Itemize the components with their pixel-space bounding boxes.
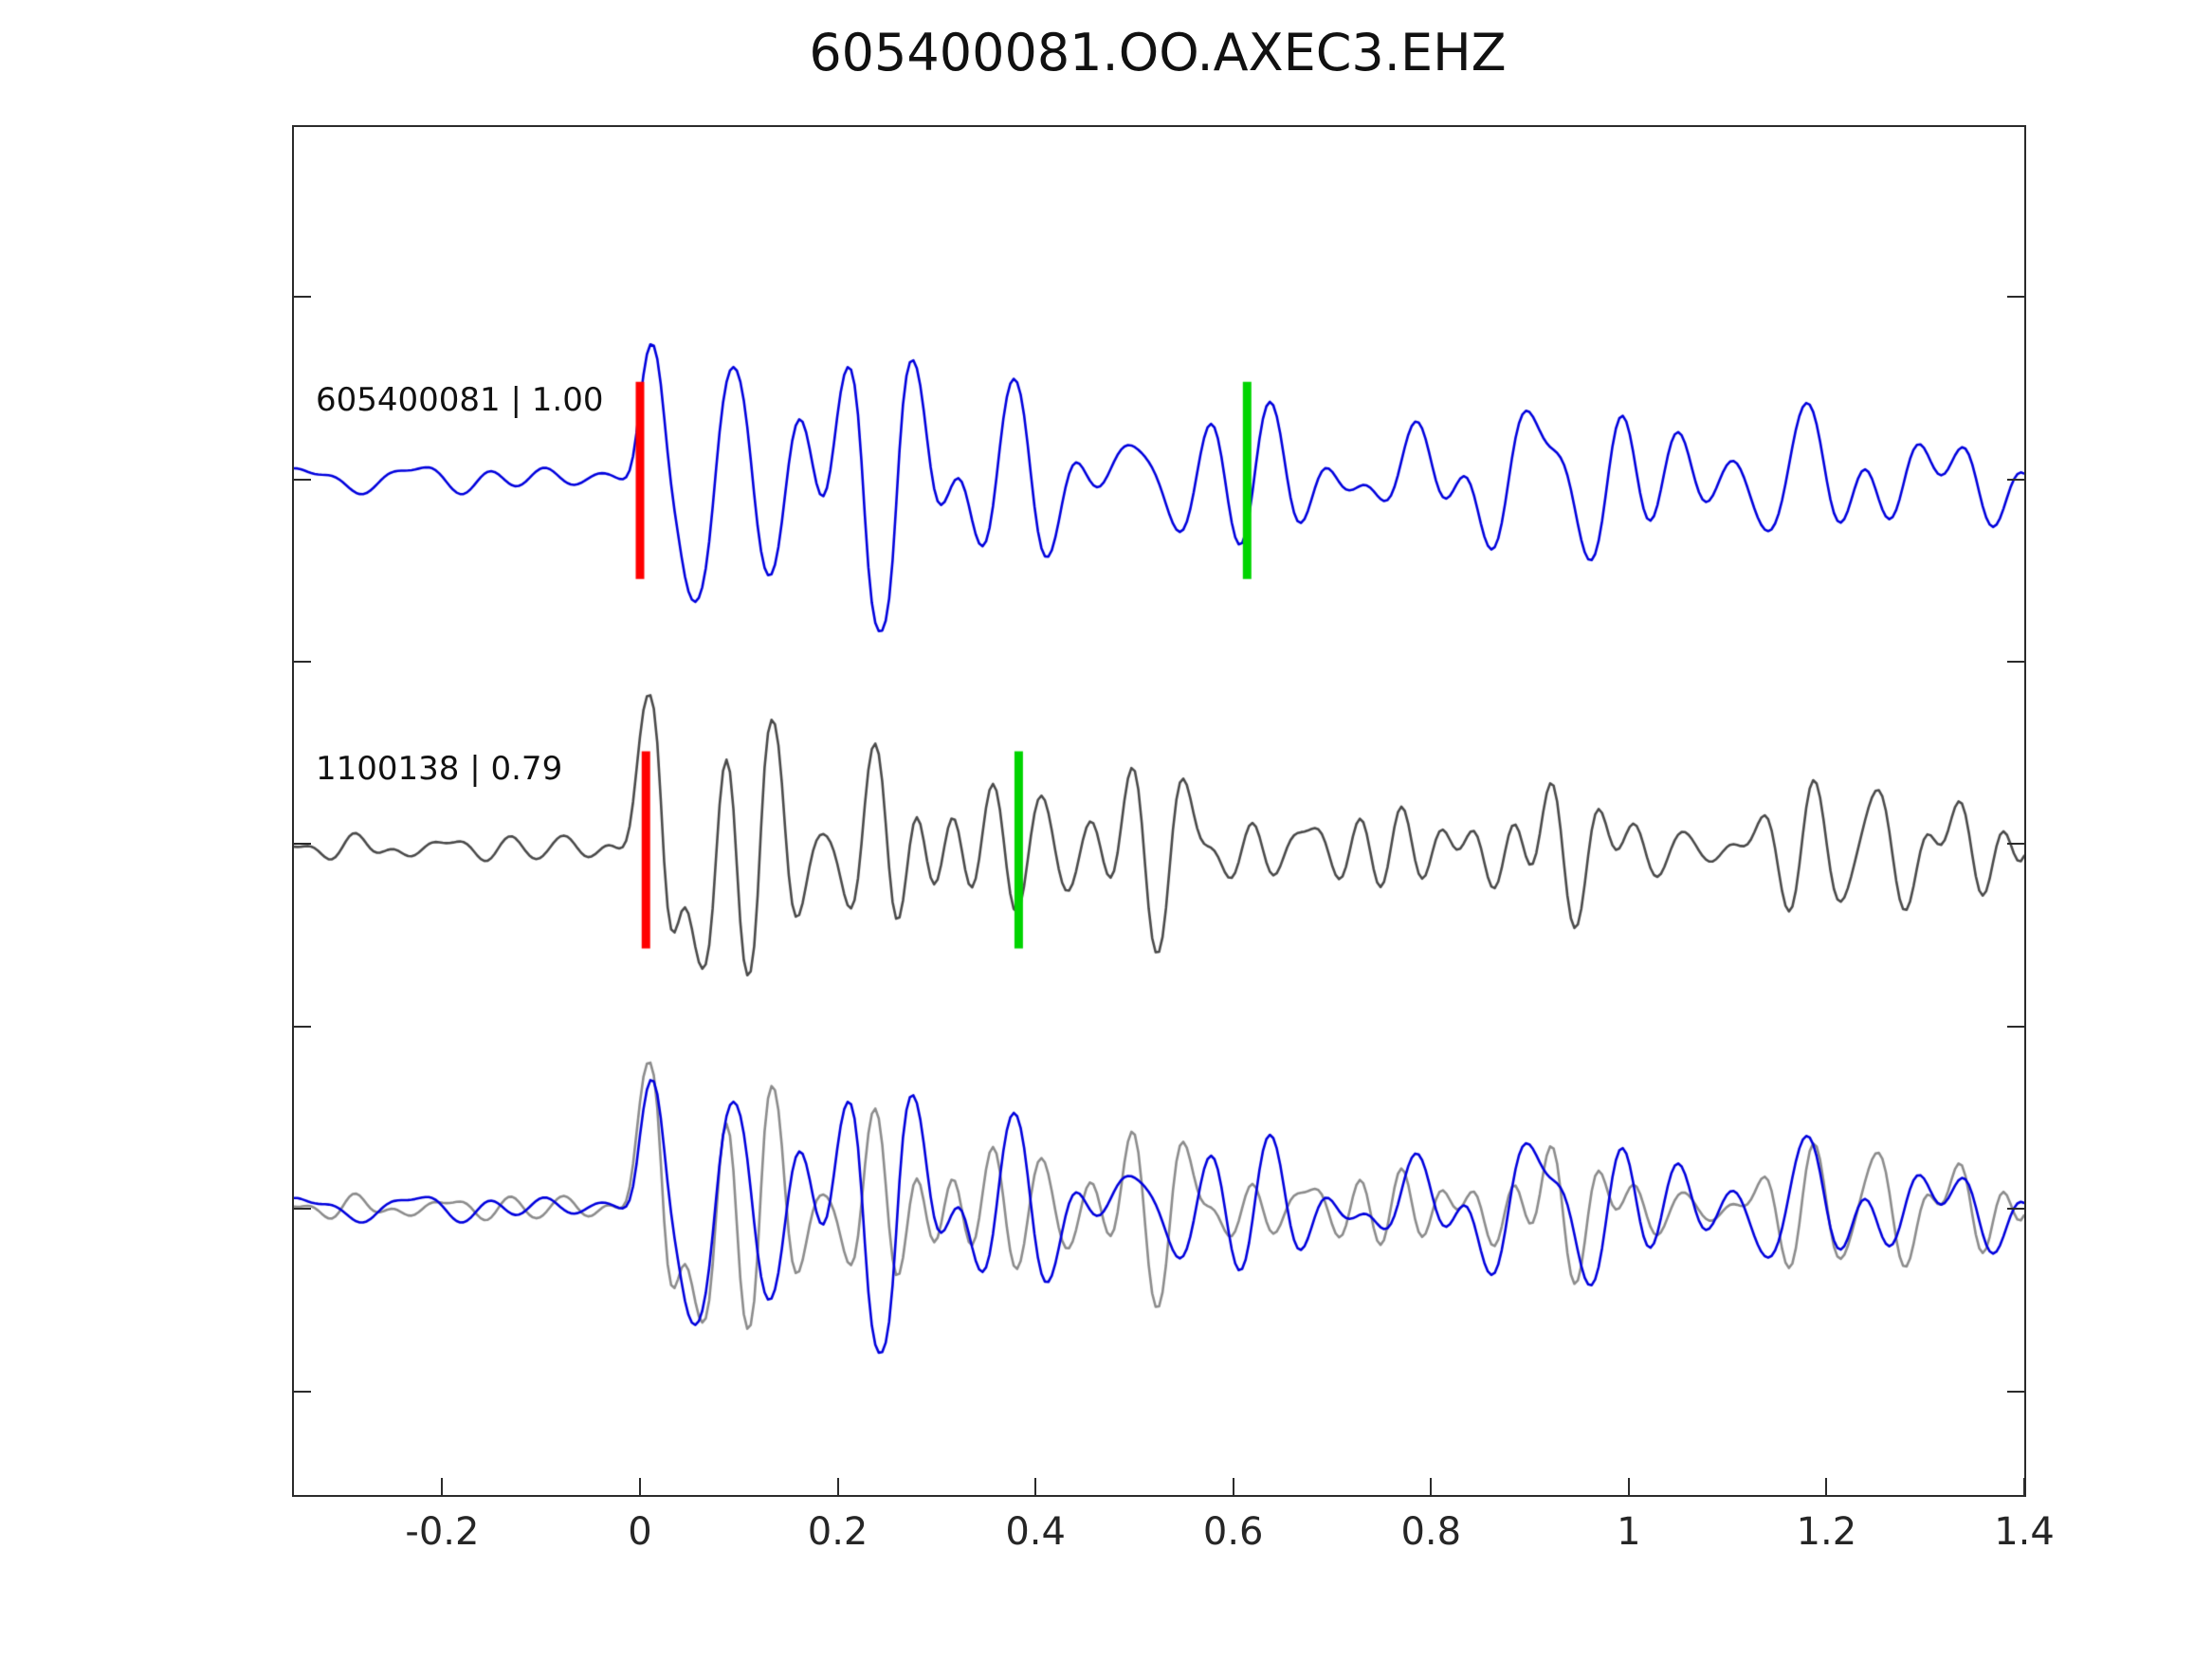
x-axis-tick-label: -0.2 [405, 1510, 480, 1554]
y-axis-tick [294, 661, 311, 664]
x-axis-tick-label: 0 [628, 1510, 652, 1554]
y-axis-tick [294, 1391, 311, 1394]
x-axis-tick-label: 1.2 [1796, 1510, 1857, 1554]
x-axis-tick [441, 1478, 444, 1495]
y-axis-tick [2007, 1025, 2024, 1028]
x-axis-tick [1034, 1478, 1037, 1495]
x-axis-tick [1825, 1478, 1828, 1495]
y-axis-tick [294, 843, 311, 846]
x-axis-tick-label: 1.4 [1994, 1510, 2055, 1554]
chart-title: 605400081.OO.AXEC3.EHZ [809, 23, 1507, 82]
x-axis-tick-label: 1 [1617, 1510, 1641, 1554]
x-axis-tick-label: 0.4 [1005, 1510, 1066, 1554]
y-axis-tick [2007, 478, 2024, 481]
x-axis-tick [1232, 1478, 1234, 1495]
y-axis-tick [2007, 1208, 2024, 1211]
x-axis-tick [1430, 1478, 1433, 1495]
x-axis-tick-label: 0.8 [1400, 1510, 1462, 1554]
y-axis-tick [294, 1208, 311, 1211]
y-axis-tick [294, 295, 311, 298]
x-axis-tick-label: 0.2 [807, 1510, 868, 1554]
y-axis-tick [2007, 1391, 2024, 1394]
x-axis-tick-label: 0.6 [1202, 1510, 1264, 1554]
y-axis-tick [294, 478, 311, 481]
y-axis-tick [2007, 661, 2024, 664]
y-axis-tick [294, 1025, 311, 1028]
x-axis-tick [2023, 1478, 2025, 1495]
plot-area [292, 125, 2026, 1497]
trace-label-detection: 605400081 | 1.00 [316, 380, 604, 419]
trace-label-template: 1100138 | 0.79 [316, 750, 563, 789]
x-axis-tick [639, 1478, 641, 1495]
x-axis-tick [836, 1478, 839, 1495]
y-axis-tick [2007, 295, 2024, 298]
x-axis-tick [1627, 1478, 1630, 1495]
y-axis-tick [2007, 843, 2024, 846]
waveform-canvas [294, 127, 2024, 1495]
